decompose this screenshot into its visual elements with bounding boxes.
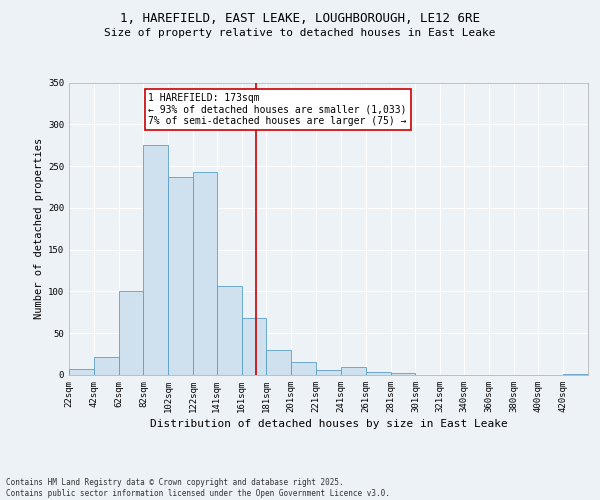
Bar bbox=[366, 372, 391, 375]
Bar bbox=[291, 362, 316, 375]
Bar bbox=[69, 369, 94, 375]
Bar bbox=[143, 145, 169, 375]
Text: Size of property relative to detached houses in East Leake: Size of property relative to detached ho… bbox=[104, 28, 496, 38]
Bar bbox=[563, 374, 588, 375]
Y-axis label: Number of detached properties: Number of detached properties bbox=[34, 138, 44, 320]
Bar bbox=[169, 177, 193, 375]
X-axis label: Distribution of detached houses by size in East Leake: Distribution of detached houses by size … bbox=[149, 419, 508, 429]
Bar bbox=[119, 292, 143, 375]
Bar bbox=[341, 366, 366, 375]
Bar bbox=[242, 318, 266, 375]
Bar bbox=[266, 350, 291, 375]
Bar bbox=[94, 358, 119, 375]
Text: 1 HAREFIELD: 173sqm
← 93% of detached houses are smaller (1,033)
7% of semi-deta: 1 HAREFIELD: 173sqm ← 93% of detached ho… bbox=[148, 92, 407, 126]
Bar bbox=[193, 172, 217, 375]
Bar bbox=[217, 286, 242, 375]
Bar bbox=[391, 374, 415, 375]
Text: 1, HAREFIELD, EAST LEAKE, LOUGHBOROUGH, LE12 6RE: 1, HAREFIELD, EAST LEAKE, LOUGHBOROUGH, … bbox=[120, 12, 480, 26]
Bar bbox=[316, 370, 341, 375]
Text: Contains HM Land Registry data © Crown copyright and database right 2025.
Contai: Contains HM Land Registry data © Crown c… bbox=[6, 478, 390, 498]
